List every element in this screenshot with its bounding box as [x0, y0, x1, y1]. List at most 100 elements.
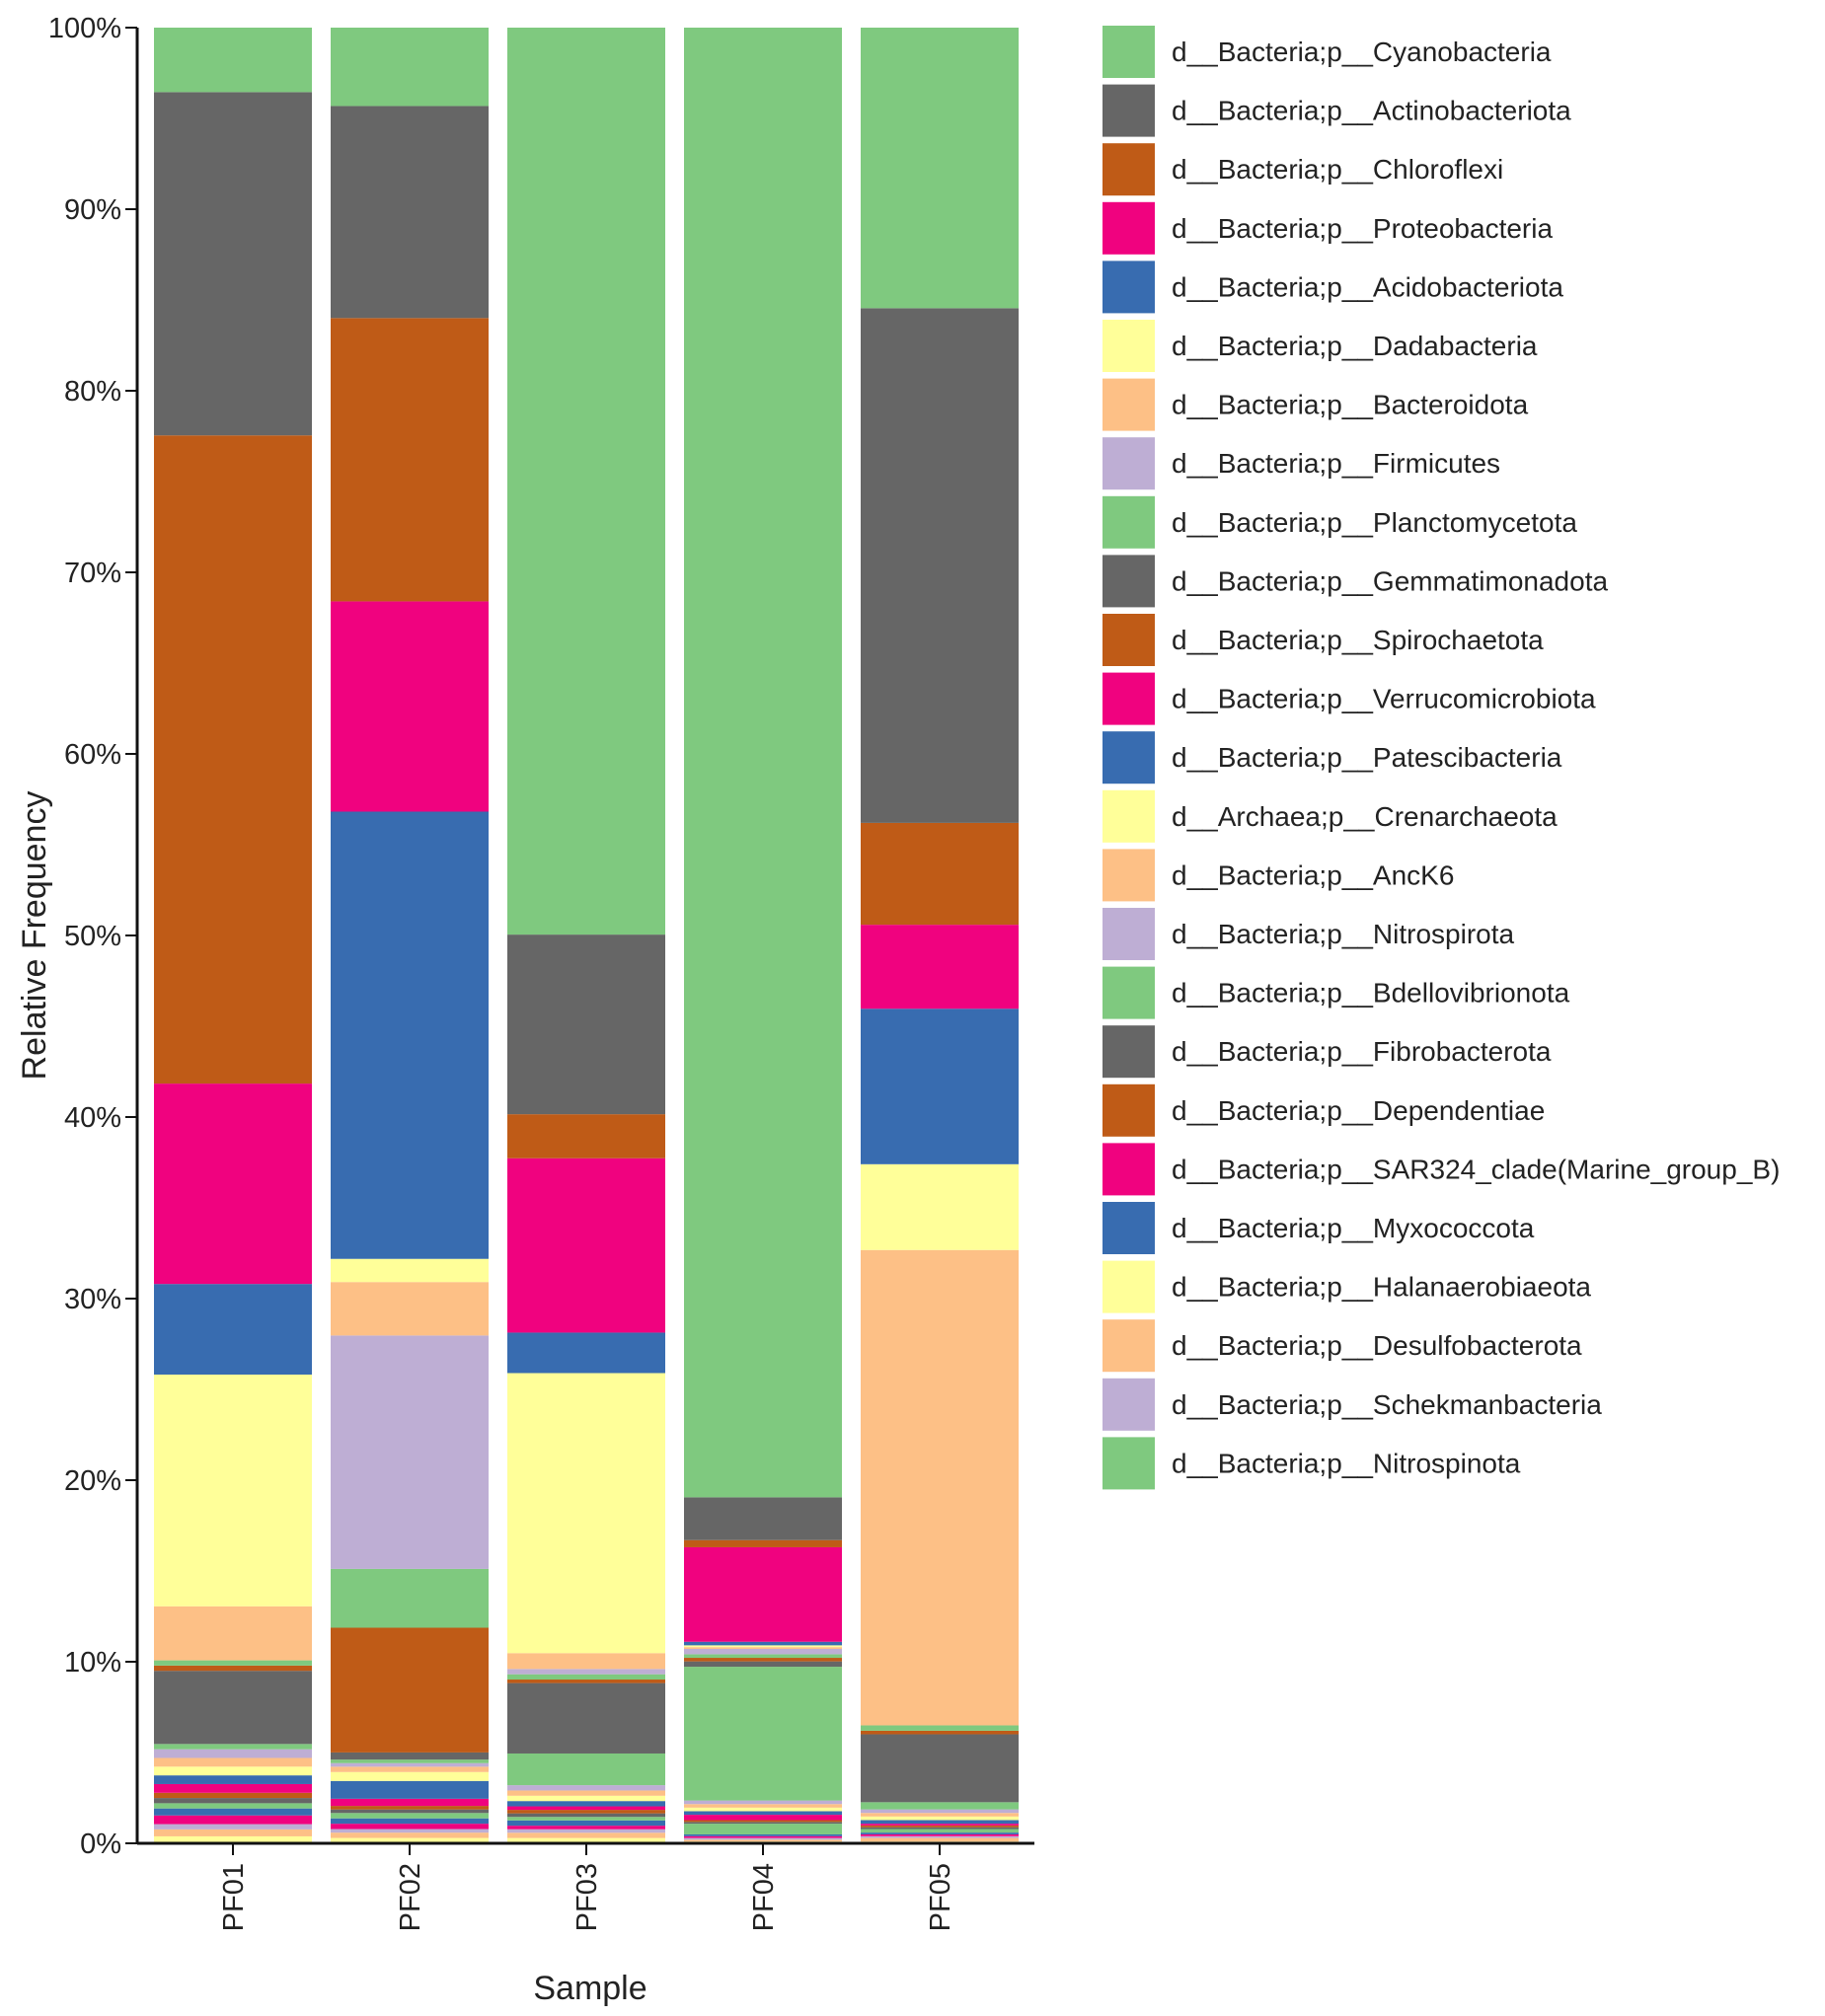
legend-label: d__Bacteria;p__AncK6 [1172, 859, 1454, 890]
bar-segment-pf05-7 [861, 1825, 1019, 1828]
legend-label: d__Bacteria;p__Cyanobacteria [1172, 37, 1552, 67]
bar-segment-pf01-14 [154, 1671, 312, 1745]
legend-swatch [1103, 1202, 1155, 1254]
bar-segment-pf05-19 [861, 1163, 1019, 1250]
bar-segment-pf05-2 [861, 1835, 1019, 1838]
bar-segment-pf03-12 [507, 1785, 665, 1791]
bar-segment-pf04-13 [684, 1667, 842, 1801]
legend-swatch [1103, 908, 1155, 960]
legend-label: d__Bacteria;p__Dadabacteria [1172, 331, 1538, 361]
bar-segment-pf01-10 [154, 1766, 312, 1776]
bar-segment-pf02-17 [331, 1335, 489, 1569]
bar-segment-pf03-1 [507, 1832, 665, 1838]
bar-segment-pf03-15 [507, 1680, 665, 1683]
legend-label: d__Archaea;p__Crenarchaeota [1172, 801, 1558, 832]
bar-segment-pf04-20 [684, 1641, 842, 1646]
bar-segment-pf04-15 [684, 1658, 842, 1662]
bar-segment-pf05-21 [861, 925, 1019, 1009]
legend-swatch [1103, 1378, 1155, 1431]
legend-label: d__Bacteria;p__Proteobacteria [1172, 213, 1553, 244]
legend-swatch [1103, 1260, 1155, 1313]
y-tick-label: 80% [64, 376, 121, 408]
bar-segment-pf02-22 [331, 318, 489, 602]
legend-swatch [1103, 614, 1155, 666]
y-tick-label: 40% [64, 1102, 121, 1134]
bar-segment-pf04-17 [684, 1648, 842, 1655]
legend-label: d__Bacteria;p__Verrucomicrobiota [1172, 684, 1596, 714]
bar-segment-pf01-1 [154, 1829, 312, 1836]
bar-segment-pf01-11 [154, 1757, 312, 1767]
bar-segment-pf05-9 [861, 1820, 1019, 1825]
bar-segment-pf03-0 [507, 1837, 665, 1843]
bar-segment-pf01-0 [154, 1835, 312, 1843]
bar-segment-pf03-11 [507, 1790, 665, 1796]
x-tick-label-pf03: PF03 [571, 1863, 603, 1931]
bar-segment-pf03-17 [507, 1669, 665, 1675]
bar-segment-pf03-22 [507, 1114, 665, 1158]
bar-segment-pf02-16 [331, 1568, 489, 1628]
bars-layer [154, 28, 1019, 1843]
bar-segment-pf01-22 [154, 435, 312, 1084]
bar-segment-pf04-22 [684, 1539, 842, 1547]
legend-swatch [1103, 261, 1155, 314]
bar-segment-pf03-23 [507, 934, 665, 1115]
legend: d__Bacteria;p__Cyanobacteria d__Bacteria;… [1103, 26, 1780, 1490]
bar-segment-pf05-11 [861, 1813, 1019, 1817]
bar-segment-pf04-14 [684, 1661, 842, 1668]
legend-swatch [1103, 84, 1155, 137]
legend-swatch [1103, 1143, 1155, 1196]
legend-label: d__Bacteria;p__Firmicutes [1172, 448, 1500, 479]
bar-segment-pf05-15 [861, 1730, 1019, 1735]
bar-segment-pf01-23 [154, 92, 312, 436]
bar-segment-pf04-4 [684, 1833, 842, 1836]
bar-segment-pf03-13 [507, 1753, 665, 1786]
bar-segment-pf02-14 [331, 1752, 489, 1760]
bar-segment-pf02-11 [331, 1766, 489, 1772]
bar-segment-pf04-12 [684, 1800, 842, 1805]
bar-segment-pf04-7 [684, 1820, 842, 1823]
bar-segment-pf03-19 [507, 1373, 665, 1654]
bar-segment-pf01-21 [154, 1083, 312, 1285]
legend-label: d__Bacteria;p__Fibrobacterota [1172, 1036, 1552, 1067]
bar-segment-pf05-24 [861, 28, 1019, 309]
bar-segment-pf01-20 [154, 1284, 312, 1375]
legend-label: d__Bacteria;p__Dependentiae [1172, 1095, 1545, 1126]
bar-segment-pf01-19 [154, 1374, 312, 1606]
bar-segment-pf02-15 [331, 1627, 489, 1753]
bar-segment-pf02-13 [331, 1759, 489, 1763]
bar-segment-pf01-24 [154, 28, 312, 93]
legend-swatch [1103, 849, 1155, 902]
bar-segment-pf02-21 [331, 601, 489, 812]
bar-segment-pf05-13 [861, 1802, 1019, 1810]
bar-segment-pf04-3 [684, 1835, 842, 1838]
bar-segment-pf01-6 [154, 1798, 312, 1804]
bar-segment-pf04-16 [684, 1654, 842, 1659]
legend-swatch [1103, 320, 1155, 372]
bar-segment-pf05-12 [861, 1809, 1019, 1814]
bar-segment-pf04-6 [684, 1822, 842, 1825]
bar-segment-pf03-10 [507, 1795, 665, 1802]
y-tick-label: 20% [64, 1465, 121, 1497]
bar-segment-pf04-18 [684, 1647, 842, 1649]
bar-segment-pf02-9 [331, 1780, 489, 1799]
legend-swatch [1103, 378, 1155, 431]
bar-segment-pf04-21 [684, 1546, 842, 1642]
bar-segment-pf05-4 [861, 1832, 1019, 1834]
bar-segment-pf03-2 [507, 1829, 665, 1833]
legend-swatch [1103, 1083, 1155, 1137]
bar-segment-pf03-18 [507, 1653, 665, 1670]
bar-segment-pf04-11 [684, 1804, 842, 1808]
bar-segment-pf04-9 [684, 1811, 842, 1816]
legend-label: d__Bacteria;p__Acidobacteriota [1172, 271, 1563, 302]
bar-segment-pf01-16 [154, 1660, 312, 1666]
x-ticks: PF01 PF02 PF03 PF04 PF05 [218, 1843, 956, 1931]
bar-segment-pf01-2 [154, 1824, 312, 1829]
x-tick-label-pf04: PF04 [748, 1863, 780, 1931]
bar-segment-pf04-5 [684, 1824, 842, 1834]
bar-segment-pf05-10 [861, 1816, 1019, 1821]
bar-segment-pf02-1 [331, 1832, 489, 1838]
bar-segment-pf01-18 [154, 1605, 312, 1661]
legend-label: d__Bacteria;p__Bacteroidota [1172, 390, 1529, 420]
bar-segment-pf03-14 [507, 1682, 665, 1754]
